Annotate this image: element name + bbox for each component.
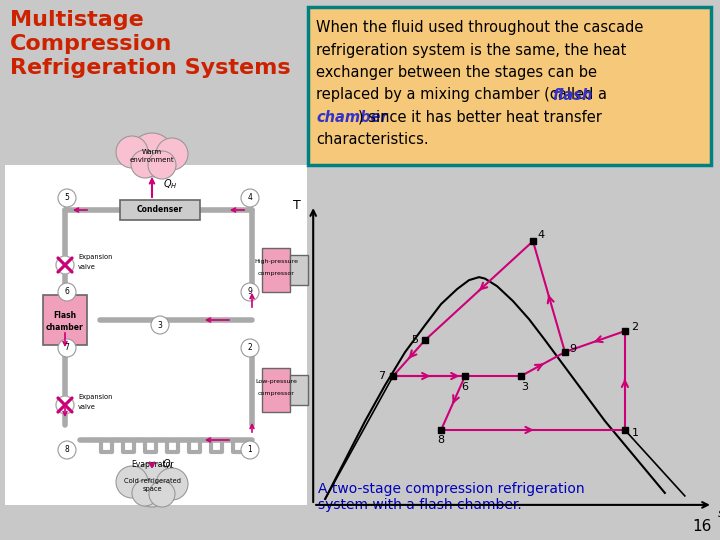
Text: Cold refrigerated
space: Cold refrigerated space — [124, 478, 181, 491]
Text: compressor: compressor — [258, 271, 294, 275]
Circle shape — [130, 463, 174, 507]
Text: 2: 2 — [248, 343, 253, 353]
Text: replaced by a mixing chamber (called a: replaced by a mixing chamber (called a — [316, 87, 611, 103]
FancyBboxPatch shape — [308, 7, 711, 165]
Circle shape — [241, 441, 259, 459]
Circle shape — [156, 468, 188, 500]
Text: 3: 3 — [521, 382, 528, 392]
Text: Flash: Flash — [53, 310, 76, 320]
Text: chamber: chamber — [46, 323, 84, 333]
Text: $Q_H$: $Q_H$ — [163, 177, 178, 191]
Text: 5: 5 — [65, 193, 69, 202]
Bar — [5, 165, 307, 505]
Text: Expansion: Expansion — [78, 394, 112, 400]
Circle shape — [116, 466, 148, 498]
Text: Expansion: Expansion — [78, 254, 112, 260]
Text: Low-pressure: Low-pressure — [255, 380, 297, 384]
Text: High-pressure: High-pressure — [254, 260, 298, 265]
Circle shape — [132, 480, 158, 506]
Text: 8: 8 — [438, 435, 445, 445]
Bar — [290, 375, 308, 405]
Circle shape — [156, 138, 188, 170]
Text: 9: 9 — [570, 344, 577, 354]
Text: refrigeration system is the same, the heat: refrigeration system is the same, the he… — [316, 43, 626, 57]
Text: valve: valve — [78, 264, 96, 270]
Text: 1: 1 — [631, 428, 639, 438]
Circle shape — [58, 189, 76, 207]
Text: 3: 3 — [158, 321, 163, 329]
Text: s: s — [718, 508, 720, 521]
Circle shape — [131, 150, 159, 178]
Circle shape — [130, 133, 174, 177]
Text: 4: 4 — [537, 230, 544, 240]
Bar — [120, 200, 200, 220]
Bar — [43, 295, 87, 345]
Text: 6: 6 — [462, 382, 469, 392]
Circle shape — [241, 339, 259, 357]
Text: 16: 16 — [693, 519, 712, 534]
Text: ) since it has better heat transfer: ) since it has better heat transfer — [359, 110, 602, 125]
Circle shape — [241, 189, 259, 207]
Text: 7: 7 — [379, 371, 385, 381]
Bar — [262, 368, 290, 412]
Text: characteristics.: characteristics. — [316, 132, 428, 147]
Text: 8: 8 — [65, 446, 69, 455]
Text: Warm
environment: Warm environment — [130, 150, 174, 163]
Text: 5: 5 — [412, 335, 418, 345]
Text: 1: 1 — [248, 446, 253, 455]
Circle shape — [56, 396, 74, 414]
Text: T: T — [293, 199, 301, 212]
Text: A two-stage compression refrigeration
system with a flash chamber.: A two-stage compression refrigeration sy… — [318, 482, 585, 512]
Text: valve: valve — [78, 404, 96, 410]
Text: 9: 9 — [248, 287, 253, 296]
Circle shape — [58, 441, 76, 459]
Text: Condenser: Condenser — [137, 206, 183, 214]
Circle shape — [149, 481, 175, 507]
Bar — [290, 255, 308, 285]
Circle shape — [56, 256, 74, 274]
Text: chamber: chamber — [316, 110, 388, 125]
Circle shape — [58, 283, 76, 301]
Text: Evaporator: Evaporator — [131, 460, 174, 469]
Text: 2: 2 — [631, 322, 639, 332]
Text: exchanger between the stages can be: exchanger between the stages can be — [316, 65, 597, 80]
Text: compressor: compressor — [258, 390, 294, 395]
Circle shape — [151, 316, 169, 334]
Text: $Q_L$: $Q_L$ — [162, 457, 175, 471]
Bar — [262, 248, 290, 292]
Text: Multistage
Compression
Refrigeration Systems: Multistage Compression Refrigeration Sys… — [10, 10, 291, 78]
Text: 4: 4 — [248, 193, 253, 202]
Text: When the fluid used throughout the cascade: When the fluid used throughout the casca… — [316, 20, 644, 35]
Circle shape — [148, 151, 176, 179]
Circle shape — [241, 283, 259, 301]
Text: flash: flash — [552, 87, 593, 103]
Circle shape — [116, 136, 148, 168]
Text: 7: 7 — [65, 343, 69, 353]
Circle shape — [58, 339, 76, 357]
Text: 6: 6 — [65, 287, 69, 296]
